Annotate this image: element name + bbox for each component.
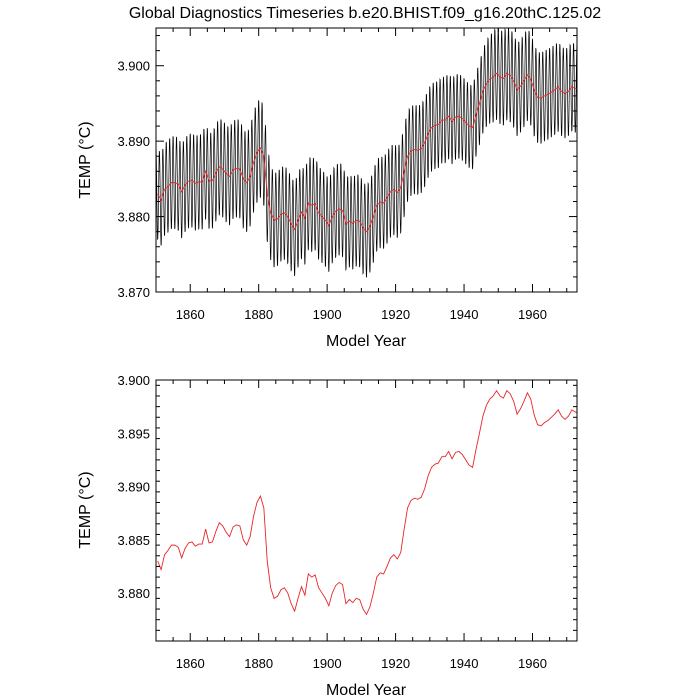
chart-top-panel: 3.870 3.880 3.890 3.900 1860 1880 1900 1…: [77, 27, 578, 350]
bottom-series-group: [157, 389, 577, 616]
x-tick-label: 1960: [518, 307, 547, 322]
bottom-y-tick-labels: 3.880 3.885 3.890 3.895 3.900: [117, 373, 150, 601]
y-tick-label: 3.895: [117, 426, 150, 441]
annual-mean-series-line: [157, 72, 577, 233]
y-tick-label: 3.900: [117, 373, 150, 388]
x-tick-label: 1860: [176, 656, 205, 671]
y-axis-title-top: TEMP (°C): [77, 121, 94, 198]
chart-bottom-panel: 3.880 3.885 3.890 3.895 3.900 1860 1880 …: [77, 373, 578, 699]
plot-frame-bottom: [155, 379, 578, 642]
y-tick-label: 3.880: [117, 210, 150, 225]
y-tick-label: 3.890: [117, 480, 150, 495]
x-tick-label: 1880: [244, 307, 273, 322]
y-tick-label: 3.890: [117, 134, 150, 149]
y-tick-label: 3.900: [117, 59, 150, 74]
x-tick-label: 1860: [176, 307, 205, 322]
plot-frame-top: [155, 27, 578, 293]
x-tick-label: 1920: [381, 656, 410, 671]
bottom-ticks: [155, 380, 577, 642]
y-tick-label: 3.870: [117, 285, 150, 300]
x-tick-label: 1940: [450, 656, 479, 671]
x-tick-label: 1920: [381, 307, 410, 322]
y-tick-label: 3.880: [117, 586, 150, 601]
monthly-series-line: [156, 28, 577, 278]
x-tick-label: 1940: [450, 307, 479, 322]
x-tick-label: 1880: [244, 656, 273, 671]
top-y-tick-labels: 3.870 3.880 3.890 3.900: [117, 59, 150, 300]
bottom-x-tick-labels: 1860 1880 1900 1920 1940 1960: [176, 656, 547, 671]
x-axis-title-bottom: Model Year: [326, 682, 407, 699]
figure-title: Global Diagnostics Timeseries b.e20.BHIS…: [129, 5, 601, 22]
x-axis-title-top: Model Year: [326, 333, 407, 350]
x-tick-label: 1900: [313, 307, 342, 322]
top-series-group: [156, 28, 577, 278]
x-tick-label: 1900: [313, 656, 342, 671]
y-axis-title-bottom: TEMP (°C): [77, 471, 94, 548]
top-ticks: [155, 28, 577, 293]
x-tick-label: 1960: [518, 656, 547, 671]
top-x-tick-labels: 1860 1880 1900 1920 1940 1960: [176, 307, 547, 322]
annual-mean-series-line: [157, 389, 577, 616]
y-tick-label: 3.885: [117, 533, 150, 548]
